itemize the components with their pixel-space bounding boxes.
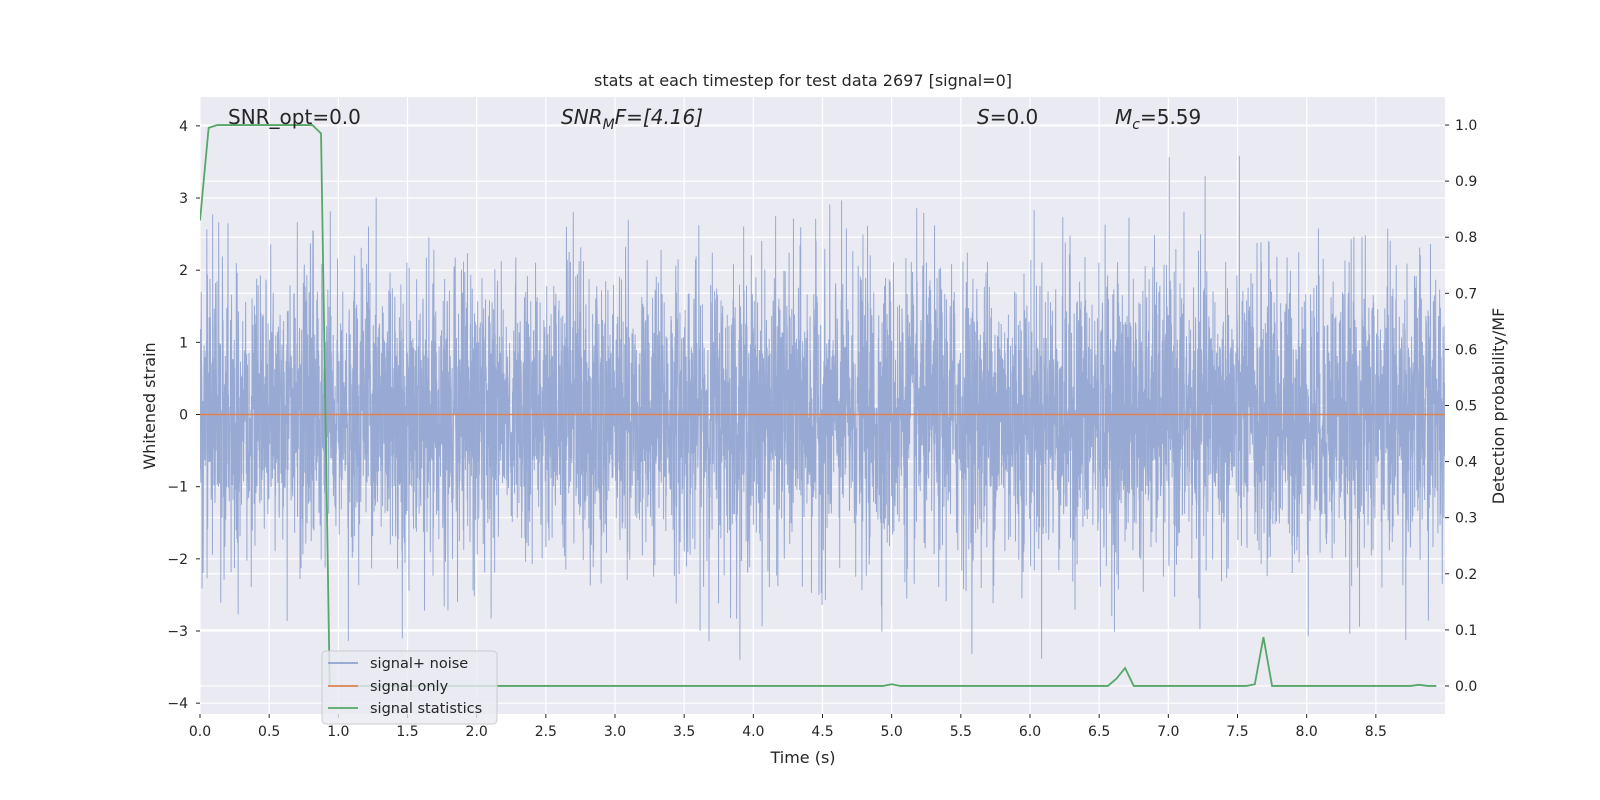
y-right-tick-label: 1.0 [1455,118,1477,134]
x-tick-label: 8.5 [1365,724,1387,740]
y-tick-label: −3 [167,624,188,640]
annotation-mc: Mc=5.59 [1115,105,1201,133]
x-tick-label: 1.0 [327,724,349,740]
chart-title: stats at each timestep for test data 269… [594,71,1012,90]
signal-statistics-line [200,124,1437,687]
x-axis-label: Time (s) [769,748,835,767]
x-tick-label: 8.0 [1296,724,1318,740]
y-tick-label: 3 [179,191,188,207]
y-ticks-left: 4 3 2 1 0 −1 −2 −3 −4 [167,119,200,712]
series-signal-noise [200,155,1445,660]
x-tick-label: 1.5 [396,724,418,740]
x-tick-label: 4.5 [811,724,833,740]
y-tick-label: 1 [179,335,188,351]
x-tick-label: 3.0 [604,724,626,740]
x-tick-label: 2.0 [466,724,488,740]
y-right-tick-label: 0.5 [1455,399,1477,415]
y-axis-label-left: Whitened strain [140,342,159,469]
annotation-snr-opt: SNR_opt=0.0 [228,105,361,129]
x-tick-label: 4.0 [742,724,764,740]
y-right-tick-label: 0.0 [1455,679,1477,695]
x-tick-label: 3.5 [673,724,695,740]
y-right-tick-label: 0.7 [1455,286,1477,302]
y-right-tick-label: 0.2 [1455,567,1477,583]
series-signal-statistics [200,124,1437,687]
annotation-s: S=0.0 [977,105,1038,129]
y-axis-label-right: Detection probability/MF [1489,308,1508,505]
legend: signal+ noise signal only signal statist… [321,650,498,725]
legend-box [321,650,498,725]
legend-label-signal-statistics: signal statistics [370,701,482,717]
x-tick-label: 7.0 [1157,724,1179,740]
y-tick-label: −1 [167,480,188,496]
y-tick-label: 2 [179,263,188,279]
x-tick-label: 6.5 [1088,724,1110,740]
y-right-tick-label: 0.6 [1455,342,1477,358]
y-right-tick-label: 0.3 [1455,511,1477,527]
x-tick-label: 5.5 [950,724,972,740]
x-ticks: 0.0 0.5 1.0 1.5 2.0 2.5 3.0 3.5 4.0 4.5 5.0 5.5 6.0 6… [189,714,1387,740]
x-tick-label: 7.5 [1226,724,1248,740]
y-tick-label: 4 [179,119,188,135]
y-right-tick-label: 0.4 [1455,455,1477,471]
x-tick-label: 5.0 [881,724,903,740]
y-right-tick-label: 0.9 [1455,174,1477,190]
legend-label-signal-only: signal only [370,679,449,695]
x-tick-label: 6.0 [1019,724,1041,740]
annotation-snr-mf: SNRMF=[4.16] [561,105,703,133]
y-ticks-right: 1.0 0.9 0.8 0.7 0.6 0.5 0.4 0.3 0.2 0.1 0.0 [1445,118,1477,695]
signal-noise-line [200,155,1445,660]
y-right-tick-label: 0.1 [1455,623,1477,639]
legend-label-signal-noise: signal+ noise [370,656,468,672]
y-tick-label: 0 [179,408,188,424]
y-tick-label: −4 [167,696,188,712]
y-right-tick-label: 0.8 [1455,230,1477,246]
x-tick-label: 0.5 [258,724,280,740]
x-tick-label: 2.5 [535,724,557,740]
x-tick-label: 0.0 [189,724,211,740]
y-tick-label: −2 [167,552,188,568]
